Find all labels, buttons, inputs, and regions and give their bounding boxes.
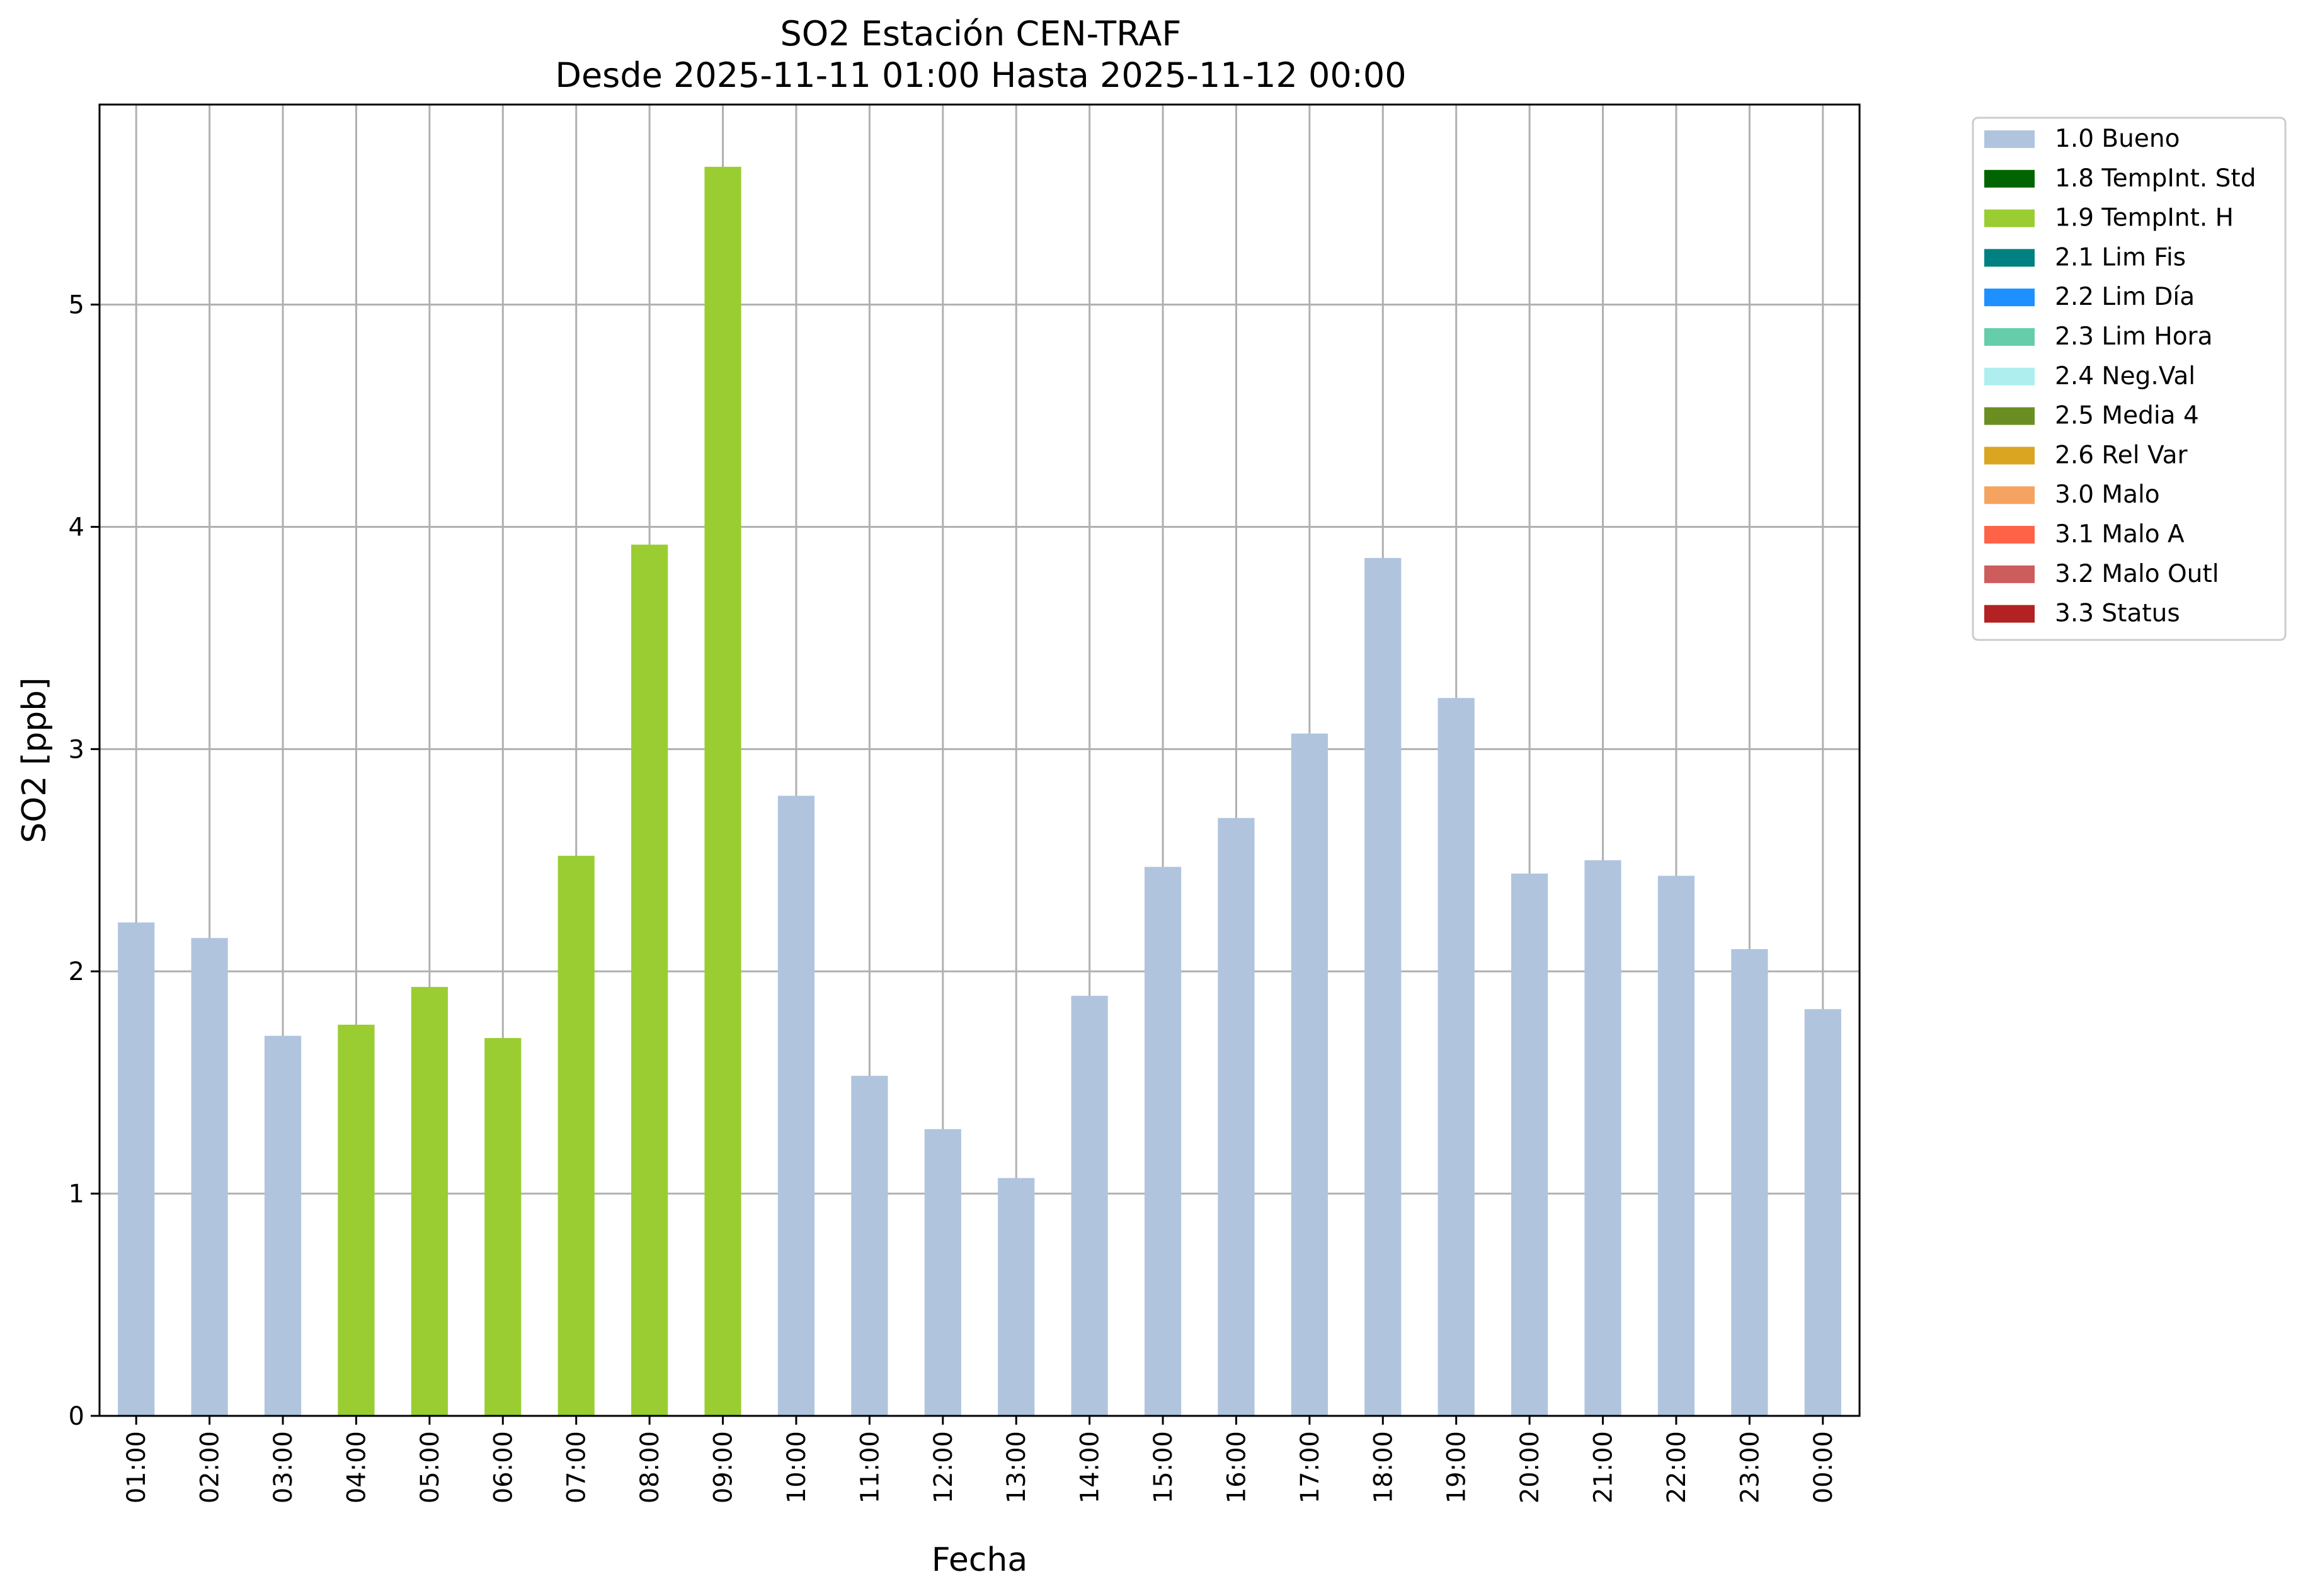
bar-0300 (264, 1035, 302, 1416)
legend-label-3-3: 3.3 Status (2055, 600, 2180, 628)
y-axis: 0 1 2 3 4 5 (69, 291, 100, 1431)
legend-swatch-3-2 (1984, 565, 2035, 583)
x-tick-label: 09:00 (709, 1431, 738, 1503)
x-tick-label: 13:00 (1002, 1431, 1031, 1503)
legend-label-3-1: 3.1 Malo A (2055, 520, 2185, 549)
x-tick-label: 14:00 (1076, 1431, 1105, 1503)
x-tick-label: 22:00 (1662, 1431, 1691, 1503)
y-tick-label: 0 (69, 1402, 84, 1431)
x-tick-label: 17:00 (1296, 1431, 1325, 1503)
legend-label-2-4: 2.4 Neg.Val (2055, 362, 2195, 390)
bar-0200 (191, 938, 228, 1416)
y-tick-label: 2 (69, 957, 84, 986)
bar-0000 (1804, 1009, 1841, 1416)
bar-0400 (338, 1024, 375, 1416)
legend-swatch-2-3 (1984, 328, 2035, 346)
bar-2000 (1511, 873, 1548, 1416)
x-tick-label: 10:00 (782, 1431, 811, 1503)
y-tick-label: 4 (69, 513, 84, 542)
x-axis: 01:00 02:00 03:00 04:00 05:00 06:00 07:00 08:00… (122, 1416, 1838, 1503)
legend-label-2-1: 2.1 Lim Fis (2055, 243, 2186, 271)
x-tick-label: 21:00 (1589, 1431, 1618, 1503)
bar-0900 (704, 166, 741, 1416)
legend-label-3-2: 3.2 Malo Outl (2055, 560, 2219, 588)
x-tick-label: 12:00 (929, 1431, 958, 1503)
legend-label-1-9: 1.9 TempInt. H (2055, 204, 2234, 232)
x-tick-label: 18:00 (1369, 1431, 1398, 1503)
bar-0600 (484, 1038, 522, 1416)
legend-label-2-6: 2.6 Rel Var (2055, 441, 2188, 469)
bar-1700 (1291, 733, 1328, 1416)
x-tick-label: 01:00 (122, 1431, 151, 1503)
legend-label-2-2: 2.2 Lim Día (2055, 283, 2195, 311)
bar-2200 (1657, 875, 1695, 1416)
bar-1800 (1364, 557, 1402, 1416)
x-tick-label: 00:00 (1809, 1431, 1838, 1503)
bar-2100 (1584, 860, 1621, 1416)
x-tick-label: 16:00 (1222, 1431, 1251, 1503)
legend-swatch-3-1 (1984, 526, 2035, 544)
legend-swatch-2-1 (1984, 249, 2035, 267)
x-tick-label: 15:00 (1149, 1431, 1178, 1503)
legend-label-1-0: 1.0 Bueno (2055, 125, 2180, 153)
bar-1400 (1071, 996, 1108, 1416)
legend-swatch-2-6 (1984, 447, 2035, 465)
bar-0800 (631, 544, 668, 1416)
chart-subtitle: Desde 2025-11-11 01:00 Hasta 2025-11-12 … (555, 55, 1406, 95)
bar-1300 (998, 1178, 1035, 1416)
bar-1900 (1437, 698, 1475, 1416)
x-axis-label: Fecha (932, 1541, 1027, 1579)
legend-swatch-2-4 (1984, 367, 2035, 385)
bar-1600 (1218, 818, 1255, 1416)
x-tick-label: 19:00 (1443, 1431, 1472, 1503)
legend: 1.0 Bueno 1.8 TempInt. Std 1.9 TempInt. H 2… (1972, 117, 2287, 641)
y-tick-label: 1 (69, 1180, 84, 1209)
legend-swatch-1-9 (1984, 209, 2035, 227)
chart-title: SO2 Estación CEN-TRAF (780, 14, 1181, 54)
bar-1200 (924, 1129, 961, 1416)
x-tick-label: 23:00 (1735, 1431, 1764, 1503)
legend-frame (1972, 117, 2287, 641)
legend-label-2-3: 2.3 Lim Hora (2055, 322, 2213, 351)
legend-label-2-5: 2.5 Media 4 (2055, 402, 2199, 430)
x-tick-label: 04:00 (342, 1431, 371, 1503)
legend-swatch-3-3 (1984, 605, 2035, 623)
bar-1100 (851, 1076, 888, 1416)
bar-0500 (411, 986, 448, 1416)
y-tick-label: 3 (69, 735, 84, 764)
x-tick-label: 02:00 (196, 1431, 225, 1503)
y-axis-label: SO2 [ppb] (16, 677, 54, 843)
legend-swatch-2-2 (1984, 288, 2035, 307)
bar-0700 (557, 855, 595, 1416)
legend-swatch-2-5 (1984, 407, 2035, 425)
bar-1500 (1144, 867, 1182, 1416)
x-tick-label: 06:00 (489, 1431, 518, 1503)
legend-swatch-1-0 (1984, 130, 2035, 148)
bars (118, 166, 1841, 1416)
bar-2300 (1731, 949, 1768, 1416)
x-tick-label: 11:00 (855, 1431, 884, 1503)
x-tick-label: 20:00 (1516, 1431, 1545, 1503)
x-tick-label: 08:00 (636, 1431, 665, 1503)
legend-label-3-0: 3.0 Malo (2055, 481, 2160, 509)
legend-label-1-8: 1.8 TempInt. Std (2055, 164, 2256, 193)
legend-swatch-3-0 (1984, 486, 2035, 504)
x-tick-label: 05:00 (416, 1431, 445, 1503)
bar-0100 (118, 922, 155, 1416)
legend-swatch-1-8 (1984, 169, 2035, 188)
x-tick-label: 03:00 (269, 1431, 298, 1503)
bar-1000 (777, 795, 815, 1416)
plot-frame (98, 103, 1861, 1417)
x-tick-label: 07:00 (563, 1431, 591, 1503)
y-tick-label: 5 (69, 291, 84, 320)
